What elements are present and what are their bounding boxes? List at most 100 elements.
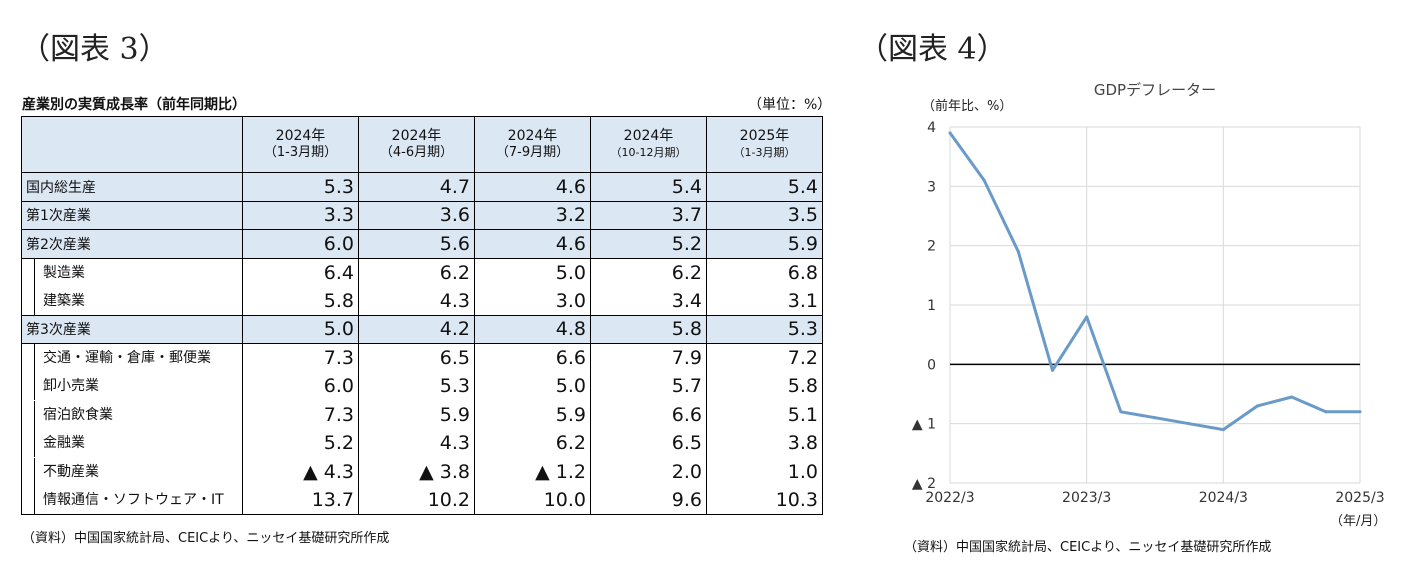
row-label: 第1次産業	[21, 200, 243, 230]
table-row: 第3次産業 5.0 4.2 4.8 5.8 5.3	[21, 314, 823, 344]
table-cell: ▲ 4.3	[242, 457, 359, 486]
x-tick-label: 2024/3	[1199, 490, 1248, 506]
table-cell: 5.0	[474, 372, 591, 401]
table-cell: 3.6	[358, 200, 475, 230]
y-tick-label: 1	[927, 298, 936, 314]
data-point	[1290, 395, 1294, 399]
table-cell: 5.3	[242, 172, 359, 202]
table-cell: 5.6	[358, 229, 475, 259]
table-cell: 5.3	[358, 372, 475, 401]
table-cell: 3.8	[706, 429, 823, 458]
data-point	[1256, 404, 1259, 408]
column-header: 2025年 （1-3月期）	[706, 116, 823, 173]
table-cell: 3.3	[242, 200, 359, 230]
data-point	[982, 178, 986, 182]
table-cell: 10.0	[474, 486, 591, 515]
table-cell: 6.8	[706, 258, 823, 287]
data-point	[1016, 250, 1020, 254]
figure3-title: （図表 3）	[20, 32, 169, 67]
data-point	[1187, 422, 1191, 426]
table-row: 宿泊飲食業 7.3 5.9 5.9 6.6 5.1	[21, 400, 823, 429]
data-point	[1119, 410, 1123, 414]
table-cell: 4.6	[474, 172, 591, 202]
table-cell: 3.2	[474, 200, 591, 230]
row-label: 第3次産業	[21, 314, 243, 344]
table-cell: 6.2	[590, 258, 707, 287]
table-cell: 6.5	[590, 429, 707, 458]
table-row: 卸小売業 6.0 5.3 5.0 5.7 5.8	[21, 372, 823, 401]
table-source-note: （資料）中国国家統計局、CEICより、ニッセイ基礎研究所作成	[22, 531, 390, 546]
table-cell: 5.0	[242, 314, 359, 344]
data-point	[1051, 368, 1054, 372]
table-cell: 10.2	[358, 486, 475, 515]
column-header: 2024年 （1-3月期）	[242, 116, 359, 173]
table-cell: 4.3	[358, 429, 475, 458]
table-cell: 6.2	[358, 258, 475, 287]
data-point	[1324, 410, 1328, 414]
y-axis-label: （前年比、%）	[922, 98, 1012, 114]
y-tick-label: 2	[927, 239, 936, 255]
y-tick-label: ▲ 1	[912, 417, 936, 433]
table-cell: 3.7	[590, 200, 707, 230]
data-point	[1358, 410, 1362, 414]
data-point	[1153, 416, 1157, 420]
row-label: 金融業	[21, 429, 243, 458]
table-cell: 5.9	[474, 400, 591, 429]
table-cell: 3.0	[474, 286, 591, 315]
row-label: 第2次産業	[21, 229, 243, 259]
table-row: 第1次産業 3.3 3.6 3.2 3.7 3.5	[21, 200, 823, 230]
table-cell: 7.2	[706, 343, 823, 372]
table-cell: 5.0	[474, 258, 591, 287]
table-cell: 6.4	[242, 258, 359, 287]
table-cell: 5.8	[590, 314, 707, 344]
row-label: 卸小売業	[21, 372, 243, 401]
table-cell: 4.8	[474, 314, 591, 344]
table-cell: 7.3	[242, 343, 359, 372]
table-cell: 5.4	[590, 172, 707, 202]
table-row: 建築業 5.8 4.3 3.0 3.4 3.1	[21, 286, 823, 315]
table-cell: 5.4	[706, 172, 823, 202]
x-tick-label: 2022/3	[925, 490, 974, 506]
y-tick-label: 3	[927, 179, 936, 195]
data-point	[1221, 428, 1225, 432]
table-cell: 5.1	[706, 400, 823, 429]
table-cell: 3.1	[706, 286, 823, 315]
table-cell: 5.3	[706, 314, 823, 344]
x-tick-label: 2025/3	[1335, 490, 1384, 506]
gdp-deflator-series-line	[948, 132, 1360, 432]
table-cell: 6.6	[474, 343, 591, 372]
y-tick-label: 4	[927, 120, 936, 136]
table-cell: 5.8	[242, 286, 359, 315]
figure4-title: （図表 4）	[858, 32, 1007, 67]
table-cell: 13.7	[242, 486, 359, 515]
table-row: 製造業 6.4 6.2 5.0 6.2 6.8	[21, 258, 823, 287]
table-cell: 5.2	[242, 429, 359, 458]
row-label: 不動産業	[21, 457, 243, 486]
table-cell: 4.7	[358, 172, 475, 202]
table-row: 金融業 5.2 4.3 6.2 6.5 3.8	[21, 429, 823, 458]
table-cell: 4.6	[474, 229, 591, 259]
table-cell: 4.3	[358, 286, 475, 315]
table-cell: 7.3	[242, 400, 359, 429]
table-cell: 3.5	[706, 200, 823, 230]
table-header-row: 2024年 （1-3月期） 2024年 （4-6月期） 2024年 （7-9月期） 2…	[21, 116, 823, 173]
y-tick-label: ▲ 2	[912, 476, 936, 492]
table-cell: 3.4	[590, 286, 707, 315]
table-row: 交通・運輸・倉庫・郵便業 7.3 6.5 6.6 7.9 7.2	[21, 343, 823, 372]
table-cell: 5.9	[358, 400, 475, 429]
table-cell: 5.9	[706, 229, 823, 259]
table-cell: 9.6	[590, 486, 707, 515]
table-row: 第2次産業 6.0 5.6 4.6 5.2 5.9	[21, 229, 823, 259]
table-cell: 5.2	[590, 229, 707, 259]
table-unit: （単位：%）	[748, 97, 832, 113]
x-axis-label: （年/月）	[1330, 514, 1386, 529]
row-label: 建築業	[21, 286, 243, 315]
table-caption: 産業別の実質成長率（前年同期比）	[22, 97, 246, 113]
table-cell: 5.7	[590, 372, 707, 401]
table-cell: 7.9	[590, 343, 707, 372]
table-cell: 10.3	[706, 486, 823, 515]
data-point	[1085, 315, 1089, 319]
row-label: 交通・運輸・倉庫・郵便業	[21, 343, 243, 372]
y-tick-label: 0	[927, 357, 936, 373]
